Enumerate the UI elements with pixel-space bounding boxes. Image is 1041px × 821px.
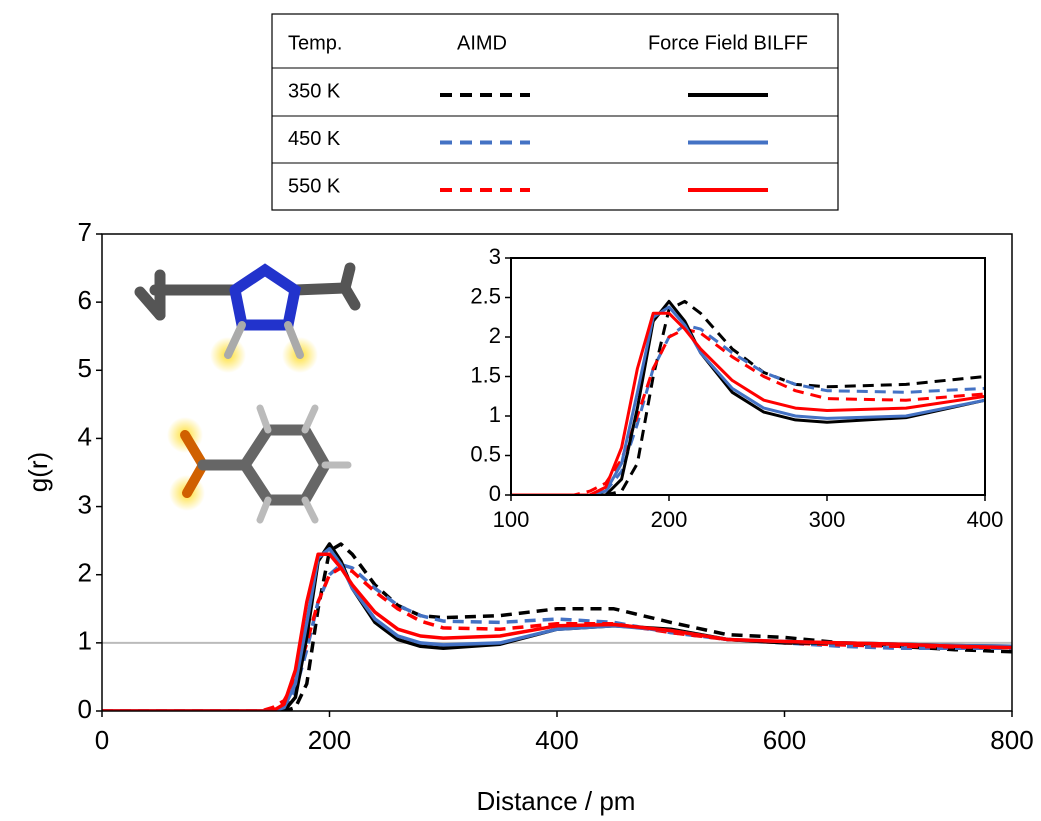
y-tick-label: 0 [78,694,92,724]
y-tick-label: 3 [489,244,501,269]
legend-label: 450 K [288,128,341,150]
y-tick-label: 5 [78,353,92,383]
y-tick-label: 1.5 [470,362,501,387]
inset-background [511,258,985,495]
y-tick-label: 1 [489,402,501,427]
molecule-imidazolium [140,268,355,373]
x-tick-label: 600 [763,725,806,755]
y-tick-label: 2 [78,558,92,588]
x-tick-label: 200 [651,507,688,532]
x-tick-label: 0 [95,725,109,755]
force-field-line [102,554,1012,711]
y-tick-label: 2.5 [470,283,501,308]
aimd-line [102,568,1012,711]
inset: 0 0.5 1 1.5 2 2.5 3 100 200 300 400 [353,244,1041,532]
y-tick-label: 3 [78,489,92,519]
legend-label: 350 K [288,80,341,102]
x-tick-label: 300 [809,507,846,532]
chart: Temp. AIMD Force Field BILFF 350 K 450 K 5… [0,0,1041,821]
legend-label: 550 K [288,175,341,197]
x-tick-label: 400 [535,725,578,755]
aimd-line [102,565,1012,712]
y-tick-label: 6 [78,285,92,315]
x-axis-label: Distance / pm [477,786,636,816]
y-tick-label: 0.5 [470,441,501,466]
x-tick-label: 400 [967,507,1004,532]
legend-header: AIMD [457,32,507,54]
force-field-line [102,549,1012,711]
legend-header: Temp. [288,32,342,54]
legend-header: Force Field BILFF [648,32,808,54]
y-tick-label: 4 [78,421,92,451]
y-tick-label: 0 [489,481,501,506]
series-group [102,544,1012,711]
legend: Temp. AIMD Force Field BILFF 350 K 450 K 5… [272,14,838,210]
y-axis-label: g(r) [23,452,53,492]
molecule-benzoate [167,408,348,520]
y-tick-label: 1 [78,626,92,656]
y-tick-label: 7 [78,217,92,247]
y-tick-label: 2 [489,323,501,348]
x-tick-label: 200 [308,725,351,755]
x-tick-label: 800 [990,725,1033,755]
x-tick-label: 100 [493,507,530,532]
